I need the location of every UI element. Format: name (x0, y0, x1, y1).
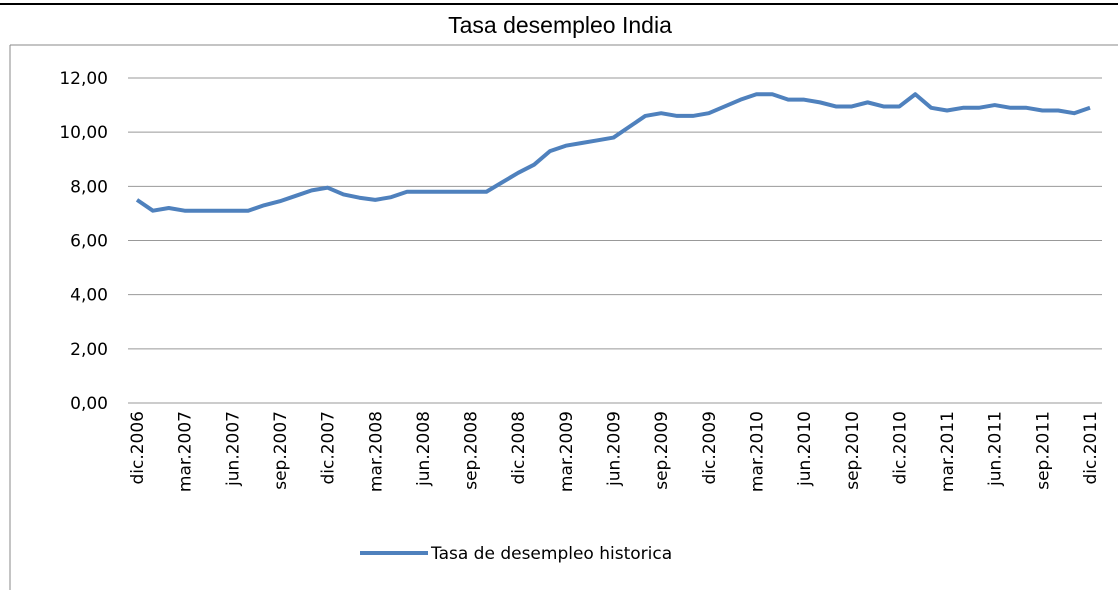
x-tick-label: sep.2010 (843, 411, 863, 490)
x-tick-label: jun.2008 (414, 411, 434, 487)
x-tick-label: dic.2006 (128, 411, 148, 485)
x-tick-label: dic.2008 (509, 411, 529, 485)
x-tick-label: dic.2010 (890, 411, 910, 485)
y-tick-label: 0,00 (70, 394, 108, 414)
chart-title: Tasa desempleo India (448, 12, 672, 38)
x-tick-label: sep.2011 (1033, 411, 1053, 490)
y-tick-label: 6,00 (70, 232, 108, 252)
x-tick-label: jun.2010 (795, 411, 815, 487)
x-tick-label: mar.2011 (938, 411, 958, 492)
x-tick-label: dic.2011 (1081, 411, 1101, 485)
x-tick-label: mar.2007 (176, 411, 196, 492)
x-tick-label: mar.2009 (557, 411, 577, 492)
x-tick-label: dic.2007 (319, 411, 339, 485)
legend-label: Tasa de desempleo historica (430, 544, 672, 564)
x-tick-label: sep.2007 (271, 411, 291, 490)
y-tick-label: 10,00 (59, 123, 108, 143)
x-tick-label: sep.2009 (652, 411, 672, 490)
y-tick-label: 4,00 (70, 286, 108, 306)
data-line (135, 92, 1091, 213)
x-tick-label: dic.2009 (700, 411, 720, 485)
x-tick-label: jun.2011 (986, 411, 1006, 487)
y-tick-label: 12,00 (59, 69, 108, 89)
x-tick-label: jun.2009 (605, 411, 625, 487)
y-tick-label: 8,00 (70, 177, 108, 197)
y-tick-label: 2,00 (70, 340, 108, 360)
x-tick-label: sep.2008 (462, 411, 482, 490)
x-tick-label: mar.2010 (747, 411, 767, 492)
x-tick-label: jun.2007 (223, 411, 243, 487)
x-tick-label: mar.2008 (366, 411, 386, 492)
